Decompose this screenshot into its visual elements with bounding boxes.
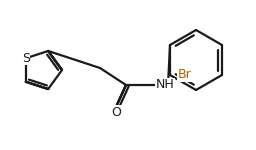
Text: O: O [111,105,121,118]
Text: S: S [22,52,30,65]
Text: NH: NH [156,78,175,92]
Text: Br: Br [178,69,192,81]
